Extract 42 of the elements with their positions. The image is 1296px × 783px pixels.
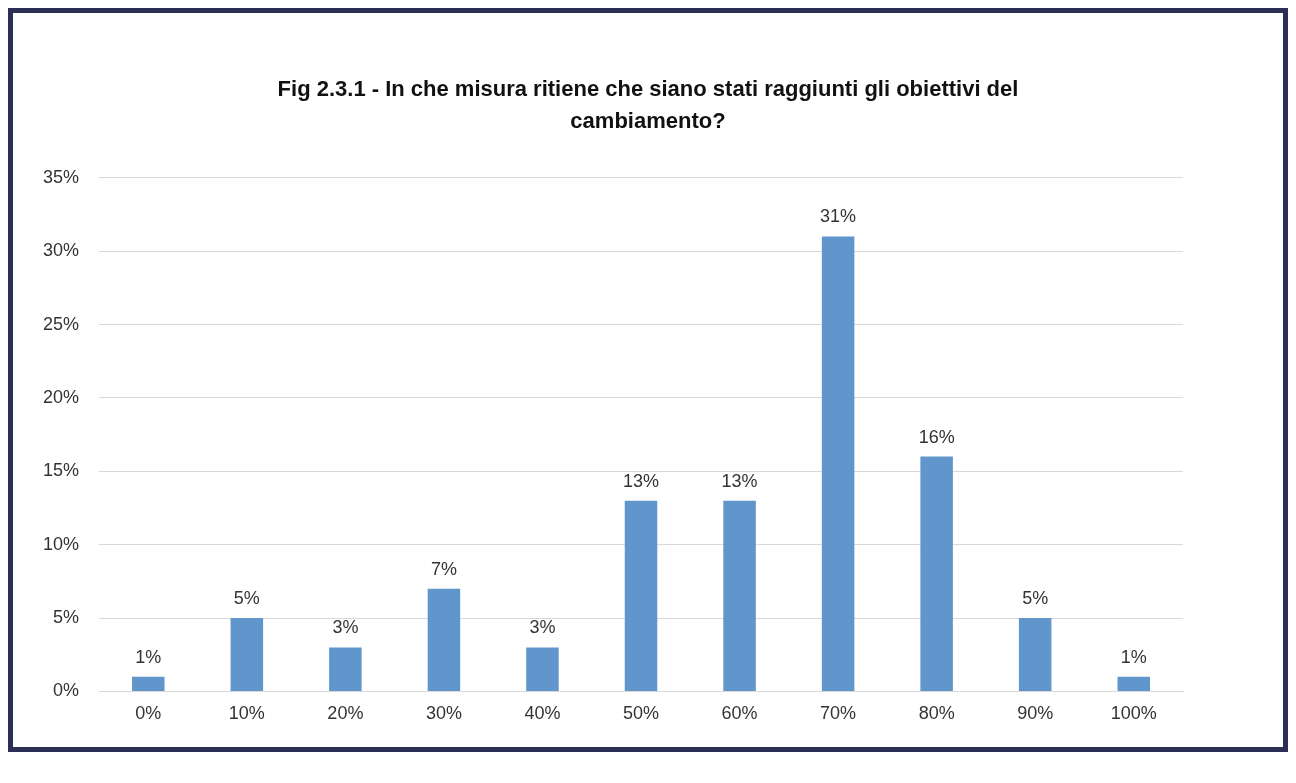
y-tick-label: 30%: [43, 239, 80, 260]
chart-title: Fig 2.3.1 - In che misura ritiene che siano stati raggiunti gli obiettivi del cambiamento?: [276, 75, 1020, 135]
data-label: 7%: [430, 558, 457, 579]
y-tick-label: 0%: [53, 680, 80, 701]
bar: [821, 236, 855, 691]
x-tick-label: 90%: [1017, 702, 1054, 723]
bar: [1117, 676, 1150, 691]
y-tick-label: 35%: [43, 166, 80, 187]
x-tick-label: 100%: [1110, 702, 1157, 723]
bar: [230, 617, 264, 691]
x-tick-label: 80%: [918, 702, 955, 723]
bar: [329, 647, 362, 691]
data-label: 13%: [623, 470, 660, 491]
x-tick-label: 40%: [524, 702, 561, 723]
bar: [624, 500, 658, 691]
data-label: 3%: [332, 617, 359, 638]
bar: [132, 676, 165, 691]
x-tick-label: 60%: [721, 702, 758, 723]
x-tick-label: 70%: [820, 702, 857, 723]
bar: [920, 456, 953, 691]
data-label: 31%: [820, 206, 857, 227]
bar: [1018, 617, 1052, 691]
bar: [526, 647, 559, 691]
data-label: 13%: [721, 470, 758, 491]
bar: [427, 588, 461, 691]
x-tick-label: 20%: [327, 702, 364, 723]
bar: [723, 500, 756, 691]
data-label: 5%: [1022, 587, 1049, 608]
y-tick-label: 25%: [43, 313, 80, 334]
x-tick-label: 30%: [425, 702, 462, 723]
x-tick-label: 10%: [228, 702, 265, 723]
y-tick-label: 10%: [43, 533, 80, 554]
y-tick-label: 5%: [53, 606, 80, 627]
data-label: 1%: [1120, 646, 1147, 667]
data-label: 3%: [529, 617, 556, 638]
x-tick-label: 50%: [623, 702, 660, 723]
y-tick-label: 15%: [43, 460, 80, 481]
x-tick-label: 0%: [135, 702, 162, 723]
data-label: 16%: [918, 426, 955, 447]
data-label: 5%: [233, 587, 260, 608]
y-tick-label: 20%: [43, 386, 80, 407]
data-label: 1%: [135, 646, 162, 667]
